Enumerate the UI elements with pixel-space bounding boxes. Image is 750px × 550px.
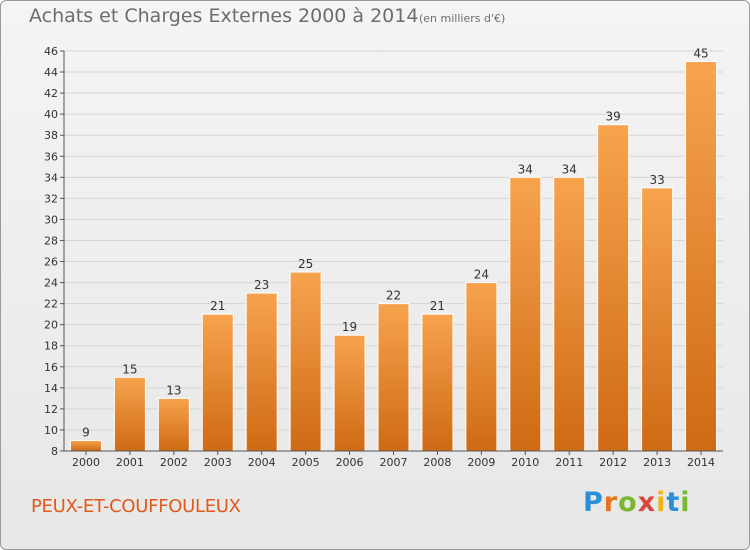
bar-2008 [421, 313, 454, 452]
logo-letter: i [680, 487, 691, 518]
value-label-2012: 39 [606, 110, 621, 124]
y-tick-label: 12 [44, 403, 58, 416]
value-labels: 9 15 13 21 23 25 19 22 21 24 34 34 39 33 45 [82, 47, 709, 440]
value-label-2007: 22 [386, 289, 401, 303]
y-tick-label: 28 [44, 234, 58, 247]
x-tick-label-2014: 2014 [687, 456, 715, 469]
value-label-2006: 19 [342, 320, 357, 334]
y-tick-label: 26 [44, 256, 58, 269]
chart-unit: (en milliers d'€) [419, 12, 506, 25]
bar-2000 [69, 439, 102, 452]
x-axis: 2000 2001 2002 2003 2004 2005 2006 2007 2008 2009… [64, 450, 723, 469]
value-label-2013: 33 [649, 173, 664, 187]
x-tick-label-2008: 2008 [423, 456, 451, 469]
proxiti-logo[interactable]: Proxiti [583, 487, 693, 527]
bar-2013 [641, 187, 674, 452]
y-tick-label: 30 [44, 213, 58, 226]
y-tick-label: 18 [44, 340, 58, 353]
value-label-2004: 23 [254, 278, 269, 292]
x-tick-label-2013: 2013 [643, 456, 671, 469]
x-tick-label-2000: 2000 [72, 456, 100, 469]
bar-2005 [289, 271, 322, 452]
x-tick-label-2006: 2006 [336, 456, 364, 469]
bar-2007 [377, 303, 410, 452]
bar-2014 [685, 61, 718, 452]
y-tick-label: 46 [44, 45, 58, 58]
logo-letter: r [603, 487, 619, 518]
x-tick-label-2004: 2004 [248, 456, 276, 469]
logo-letter: x [637, 487, 657, 518]
value-label-2005: 25 [298, 257, 313, 271]
y-tick-label: 16 [44, 361, 58, 374]
logo-letter: i [656, 487, 667, 518]
y-tick-label: 22 [44, 298, 58, 311]
bar-2012 [597, 124, 630, 452]
commune-name: PEUX-ET-COUFFOULEUX [31, 496, 241, 517]
x-tick-label-2010: 2010 [511, 456, 539, 469]
logo-letter: t [666, 487, 681, 518]
y-tick-label: 36 [44, 150, 58, 163]
y-tick-label: 34 [44, 171, 58, 184]
y-tick-label: 10 [44, 424, 58, 437]
y-tick-label: 24 [44, 277, 58, 290]
y-tick-label: 40 [44, 108, 58, 121]
x-tick-label-2002: 2002 [160, 456, 188, 469]
bar-2004 [245, 292, 278, 452]
value-label-2001: 15 [122, 362, 137, 376]
y-tick-label: 32 [44, 192, 58, 205]
bar-2003 [201, 313, 234, 452]
x-tick-label-2007: 2007 [380, 456, 408, 469]
x-tick-label-2003: 2003 [204, 456, 232, 469]
y-tick-label: 8 [51, 445, 58, 458]
logo-letter: P [583, 487, 604, 518]
value-label-2002: 13 [166, 383, 181, 397]
value-label-2014: 45 [693, 47, 708, 61]
x-tick-label-2005: 2005 [292, 456, 320, 469]
x-tick-label-2012: 2012 [599, 456, 627, 469]
logo-letter: o [618, 487, 638, 518]
value-label-2000: 9 [82, 425, 90, 439]
bars [69, 61, 718, 452]
value-label-2008: 21 [430, 299, 445, 313]
bar-2009 [465, 282, 498, 452]
value-label-2010: 34 [518, 162, 533, 176]
y-axis: 8 10 12 14 16 18 20 22 24 26 28 30 32 34 36 38 40 42 44 46 [44, 45, 65, 458]
x-tick-label-2009: 2009 [467, 456, 495, 469]
bar-2010 [509, 176, 542, 452]
y-tick-label: 14 [44, 382, 58, 395]
y-tick-label: 38 [44, 129, 58, 142]
y-tick-label: 20 [44, 319, 58, 332]
x-tick-label-2011: 2011 [555, 456, 583, 469]
y-tick-label: 42 [44, 87, 58, 100]
value-label-2009: 24 [474, 268, 489, 282]
bar-2001 [113, 376, 146, 452]
y-tick-label: 44 [44, 66, 58, 79]
value-label-2003: 21 [210, 299, 225, 313]
x-tick-label-2001: 2001 [116, 456, 144, 469]
bar-2011 [553, 176, 586, 452]
bar-2002 [157, 397, 190, 452]
bar-2006 [333, 334, 366, 452]
chart-title: Achats et Charges Externes 2000 à 2014 [29, 5, 419, 27]
value-label-2011: 34 [562, 162, 577, 176]
